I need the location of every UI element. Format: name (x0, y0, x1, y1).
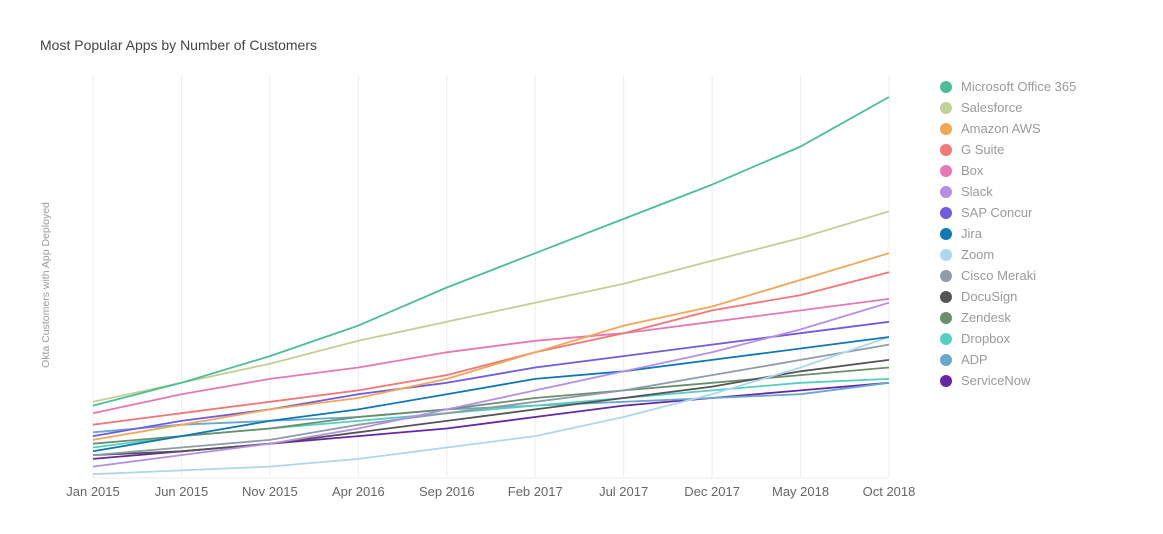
legend-item[interactable]: Zendesk (940, 307, 1076, 328)
legend-item[interactable]: SAP Concur (940, 202, 1076, 223)
legend-item[interactable]: Salesforce (940, 97, 1076, 118)
legend-item[interactable]: Microsoft Office 365 (940, 76, 1076, 97)
series-line-salesforce (92, 210, 890, 403)
legend-label: Cisco Meraki (961, 268, 1037, 283)
legend-dot-icon (940, 227, 952, 240)
legend-dot-icon (940, 311, 952, 324)
legend-dot-icon (940, 374, 952, 387)
x-tick-label: Apr 2016 (332, 484, 385, 499)
series-line-zendesk (92, 366, 890, 445)
legend-item[interactable]: Jira (940, 223, 1076, 244)
x-tick-label: Dec 2017 (684, 484, 740, 499)
x-axis-ticks: Jan 2015 Jun 2015 Nov 2015 Apr 2016 Sep 2016… (66, 484, 915, 499)
legend-label: ADP (961, 352, 988, 367)
legend-dot-icon (940, 290, 952, 303)
legend-dot-icon (940, 80, 952, 93)
series-line-slack (92, 301, 890, 468)
legend-label: Zoom (961, 247, 995, 262)
legend-item[interactable]: G Suite (940, 139, 1076, 160)
legend-item[interactable]: ADP (940, 349, 1076, 370)
legend-label: G Suite (961, 142, 1005, 157)
legend-label: Amazon AWS (961, 121, 1041, 136)
legend-label: Zendesk (961, 310, 1011, 325)
legend-item[interactable]: Zoom (940, 244, 1076, 265)
legend-label: Slack (961, 184, 993, 199)
x-tick-label: Jun 2015 (155, 484, 209, 499)
legend-label: DocuSign (961, 289, 1018, 304)
legend: Microsoft Office 365 Salesforce Amazon AWS… (940, 76, 1076, 391)
x-tick-label: Jul 2017 (599, 484, 648, 499)
legend-item[interactable]: Slack (940, 181, 1076, 202)
series-line-cisco-meraki (92, 343, 890, 456)
series-line-servicenow (92, 381, 890, 460)
legend-item[interactable]: Amazon AWS (940, 118, 1076, 139)
legend-dot-icon (940, 164, 952, 177)
legend-label: Microsoft Office 365 (961, 79, 1077, 94)
legend-label: Jira (961, 226, 982, 241)
series-line-zoom (92, 336, 890, 476)
series-line-microsoft-office-365 (92, 96, 890, 407)
legend-label: SAP Concur (961, 205, 1033, 220)
legend-label: Salesforce (961, 100, 1023, 115)
legend-item[interactable]: Box (940, 160, 1076, 181)
series-line-sap-concur (92, 320, 890, 437)
x-tick-label: Feb 2017 (508, 484, 563, 499)
chart-title: Most Popular Apps by Number of Customers (40, 37, 318, 53)
series-line-box (92, 298, 890, 415)
legend-item[interactable]: DocuSign (940, 286, 1076, 307)
legend-item[interactable]: Cisco Meraki (940, 265, 1076, 286)
x-tick-label: May 2018 (772, 484, 829, 499)
legend-label: ServiceNow (961, 373, 1031, 388)
series-lines (92, 96, 890, 476)
legend-dot-icon (940, 269, 952, 282)
legend-dot-icon (940, 248, 952, 261)
legend-dot-icon (940, 332, 952, 345)
legend-dot-icon (940, 353, 952, 366)
series-line-g-suite (92, 271, 890, 426)
series-line-jira (92, 336, 890, 453)
legend-dot-icon (940, 122, 952, 135)
series-line-docusign (92, 359, 890, 456)
x-tick-label: Sep 2016 (419, 484, 475, 499)
x-tick-label: Nov 2015 (242, 484, 298, 499)
x-tick-label: Jan 2015 (66, 484, 120, 499)
legend-item[interactable]: Dropbox (940, 328, 1076, 349)
series-line-amazon-aws (92, 252, 890, 441)
legend-label: Box (961, 163, 984, 178)
legend-dot-icon (940, 101, 952, 114)
legend-dot-icon (940, 185, 952, 198)
legend-label: Dropbox (961, 331, 1011, 346)
legend-dot-icon (940, 206, 952, 219)
gridlines (92, 75, 890, 479)
legend-item[interactable]: ServiceNow (940, 370, 1076, 391)
x-tick-label: Oct 2018 (863, 484, 916, 499)
legend-dot-icon (940, 143, 952, 156)
